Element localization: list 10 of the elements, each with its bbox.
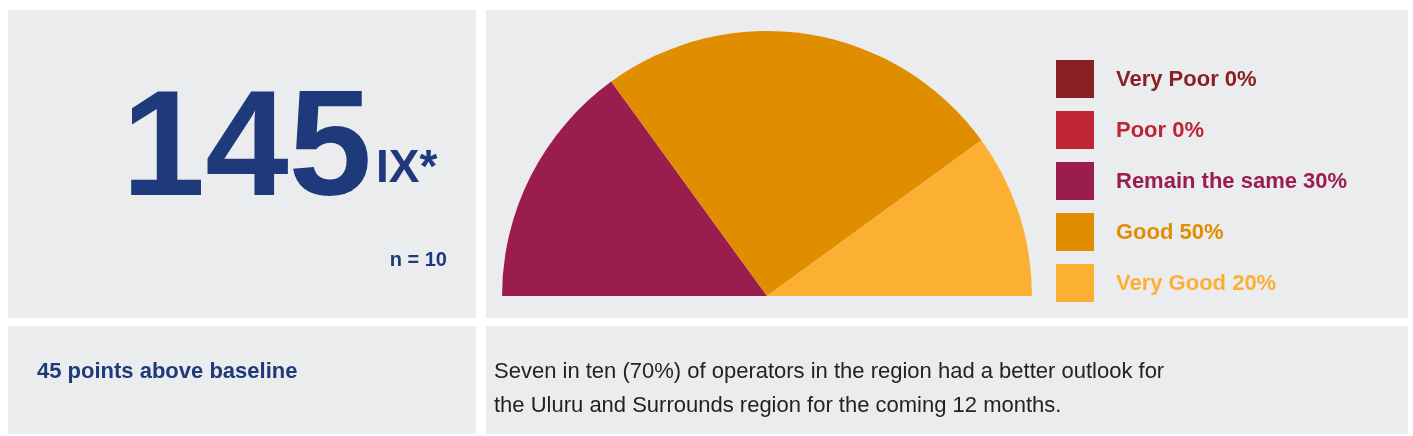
legend-label: Remain the same 30% (1116, 168, 1348, 193)
legend-label: Good 50% (1116, 219, 1224, 244)
text: 45 points above baseline (37, 358, 298, 383)
text: n = 10 (389, 248, 447, 270)
legend-label: Poor 0% (1116, 117, 1205, 142)
legend-label: Very Good 20% (1116, 270, 1277, 295)
legend-label: Very Poor 0% (1116, 66, 1257, 91)
text: Seven in ten (70%) of operators in the region had a better outlook for the Uluru and Surrounds region for the coming 12 months. (494, 358, 1165, 417)
text: IX* (376, 140, 438, 192)
text: 145 (121, 59, 372, 227)
